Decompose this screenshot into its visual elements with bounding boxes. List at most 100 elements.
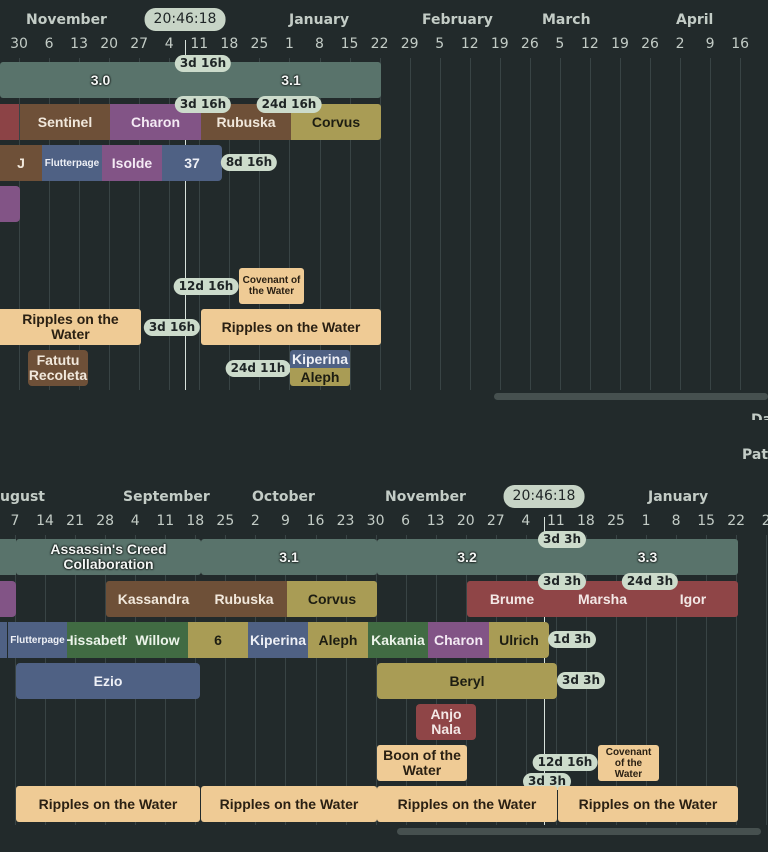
version-bar[interactable]: 3.0 bbox=[0, 62, 201, 98]
event-bar[interactable]: Ripples on the Water bbox=[377, 786, 557, 822]
grid-line bbox=[289, 58, 291, 390]
event-bar[interactable]: Covenant of the Water bbox=[239, 268, 304, 304]
banner-bar[interactable]: Ulrich bbox=[489, 622, 549, 658]
banner-bar[interactable] bbox=[0, 104, 19, 140]
day-label: 20 bbox=[456, 513, 475, 529]
timeline-bottom[interactable]: ugust September October November r Janua… bbox=[0, 477, 768, 852]
duration-pill: 3d 16h bbox=[143, 319, 201, 336]
banner-bar[interactable]: 37 bbox=[162, 145, 222, 181]
horizontal-scrollbar[interactable] bbox=[494, 393, 768, 400]
day-label: 29 bbox=[400, 36, 419, 52]
day-label: 22 bbox=[727, 513, 746, 529]
grid-line bbox=[49, 58, 51, 390]
banner-bar[interactable]: Flutterpage bbox=[8, 622, 67, 658]
grid-line bbox=[315, 535, 317, 825]
grid-line bbox=[79, 58, 81, 390]
grid-line bbox=[139, 58, 141, 390]
month-label: November bbox=[26, 12, 107, 28]
horizontal-scrollbar[interactable] bbox=[397, 828, 761, 835]
day-label: 6 bbox=[44, 36, 54, 52]
event-bar[interactable]: Ripples on the Water bbox=[0, 309, 141, 345]
duration-pill: 3d 16h bbox=[174, 96, 232, 113]
day-label: 7 bbox=[10, 513, 20, 529]
banner-bar[interactable]: Aleph bbox=[308, 622, 368, 658]
grid-line bbox=[616, 535, 617, 825]
banner-bar[interactable]: Fatutu Recoleta bbox=[28, 350, 88, 386]
version-bar[interactable]: Assassin's Creed Collaboration bbox=[16, 539, 201, 575]
banner-bar[interactable]: Igor bbox=[648, 581, 738, 617]
version-bar[interactable]: 3.2 bbox=[377, 539, 557, 575]
event-bar[interactable]: Ripples on the Water bbox=[558, 786, 738, 822]
event-bar[interactable]: Ripples on the Water bbox=[201, 309, 381, 345]
day-label: 19 bbox=[611, 36, 629, 52]
banner-bar[interactable]: Rubuska bbox=[201, 581, 287, 617]
grid-line bbox=[706, 535, 708, 825]
banner-bar[interactable] bbox=[0, 581, 16, 617]
version-bar[interactable]: 3.1 bbox=[201, 539, 377, 575]
month-label: January bbox=[289, 12, 350, 28]
grid-line bbox=[15, 535, 16, 825]
duration-pill: 1d 3h bbox=[547, 631, 597, 648]
month-label: September bbox=[123, 489, 210, 505]
banner-bar[interactable]: Flutterpage bbox=[42, 145, 102, 181]
banner-bar[interactable]: Willow bbox=[127, 622, 188, 658]
banner-bar[interactable]: Kiperina bbox=[248, 622, 308, 658]
grid-line bbox=[199, 58, 201, 390]
grid-line bbox=[225, 535, 227, 825]
current-time-clock: 20:46:18 bbox=[503, 485, 585, 508]
event-bar[interactable]: Ripples on the Water bbox=[201, 786, 377, 822]
day-label: 9 bbox=[280, 513, 290, 529]
banner-bar[interactable]: Kakania bbox=[368, 622, 428, 658]
banner-bar[interactable]: Anjo Nala bbox=[416, 704, 476, 740]
timeline-top[interactable]: November r January February March April … bbox=[0, 0, 768, 420]
banner-bar[interactable] bbox=[0, 622, 7, 658]
banner-bar[interactable]: Ezio bbox=[16, 663, 200, 699]
day-label: 27 bbox=[130, 36, 149, 52]
grid-line bbox=[345, 535, 347, 825]
grid-line bbox=[349, 58, 351, 390]
banner-bar[interactable]: Kassandra bbox=[106, 581, 201, 617]
current-time-line bbox=[185, 40, 186, 390]
month-label: October bbox=[252, 489, 315, 505]
day-label: 1 bbox=[641, 513, 651, 529]
grid-line bbox=[620, 58, 621, 390]
day-label: 11 bbox=[156, 513, 175, 529]
banner-bar[interactable]: 6 bbox=[188, 622, 248, 658]
day-label: 15 bbox=[340, 36, 359, 52]
banner-bar[interactable]: Sentinel bbox=[20, 104, 110, 140]
month-label: April bbox=[676, 12, 714, 28]
duration-pill: 3d 16h bbox=[174, 55, 232, 72]
grid-line bbox=[589, 58, 591, 390]
day-label: 2 bbox=[675, 36, 685, 52]
grid-line bbox=[375, 535, 377, 825]
grid-line bbox=[319, 58, 321, 390]
banner-bar[interactable]: Corvus bbox=[287, 581, 377, 617]
day-label: 27 bbox=[486, 513, 505, 529]
version-bar[interactable]: 3.1 bbox=[201, 62, 381, 98]
banner-bar[interactable]: J bbox=[0, 145, 42, 181]
day-label: 6 bbox=[401, 513, 411, 529]
event-bar[interactable]: Ripples on the Water bbox=[16, 786, 200, 822]
banner-bar[interactable] bbox=[0, 186, 20, 222]
banner-bar[interactable]: Isolde bbox=[102, 145, 162, 181]
banner-bar[interactable]: Charon bbox=[428, 622, 489, 658]
day-label: 4 bbox=[521, 513, 531, 529]
day-label: 5 bbox=[435, 36, 445, 52]
banner-bar[interactable]: Aleph bbox=[290, 368, 350, 386]
day-label: 9 bbox=[705, 36, 715, 52]
day-label: 21 bbox=[66, 513, 85, 529]
event-bar[interactable]: Boon of the Water bbox=[377, 745, 467, 781]
day-label: 18 bbox=[577, 513, 595, 529]
day-label: 25 bbox=[216, 513, 235, 529]
day-label: 14 bbox=[36, 513, 54, 529]
duration-pill: 12d 16h bbox=[532, 754, 598, 771]
month-label: January bbox=[648, 489, 709, 505]
banner-bar[interactable]: Hissabeth bbox=[67, 622, 127, 658]
grid-line bbox=[379, 58, 381, 390]
banner-bar[interactable]: Kiperina bbox=[290, 350, 350, 368]
event-bar[interactable]: Covenant of the Water bbox=[598, 745, 659, 781]
version-bar[interactable]: 3.3 bbox=[557, 539, 738, 575]
version-bar[interactable] bbox=[0, 539, 16, 575]
banner-bar[interactable]: Corvus bbox=[291, 104, 381, 140]
banner-bar[interactable]: Beryl bbox=[377, 663, 557, 699]
